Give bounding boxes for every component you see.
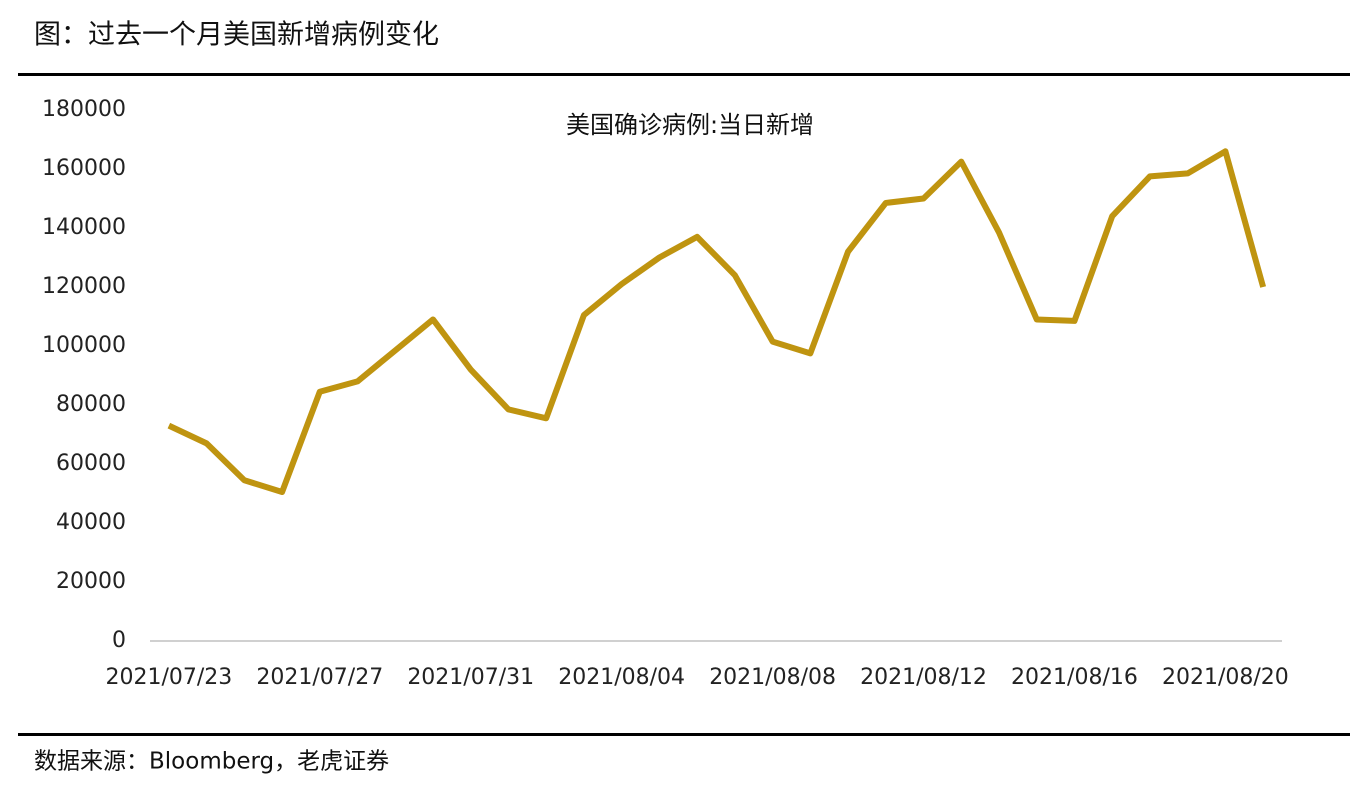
y-tick-label: 80000 (56, 392, 126, 417)
y-tick-label: 40000 (56, 510, 126, 535)
y-tick-label: 0 (112, 628, 126, 653)
y-tick-label: 180000 (42, 97, 126, 122)
bottom-rule (18, 733, 1350, 736)
page-title: 图：过去一个月美国新增病例变化 (34, 20, 439, 51)
y-tick-label: 20000 (56, 569, 126, 594)
top-rule (18, 73, 1350, 76)
x-tick-label: 2021/07/31 (407, 665, 534, 690)
y-tick-label: 100000 (42, 333, 126, 358)
y-tick-label: 160000 (42, 156, 126, 181)
x-tick-label: 2021/07/23 (105, 665, 232, 690)
x-tick-label: 2021/08/08 (709, 665, 836, 690)
x-tick-label: 2021/07/27 (256, 665, 383, 690)
source-note: 数据来源：Bloomberg，老虎证券 (34, 749, 389, 775)
x-tick-label: 2021/08/12 (860, 665, 987, 690)
series-line (167, 148, 1267, 496)
y-tick-label: 140000 (42, 215, 126, 240)
chart-title: 美国确诊病例:当日新增 (566, 111, 814, 139)
x-tick-label: 2021/08/20 (1162, 665, 1289, 690)
y-tick-label: 60000 (56, 451, 126, 476)
x-tick-label: 2021/08/16 (1011, 665, 1138, 690)
y-tick-label: 120000 (42, 274, 126, 299)
x-tick-label: 2021/08/04 (558, 665, 685, 690)
